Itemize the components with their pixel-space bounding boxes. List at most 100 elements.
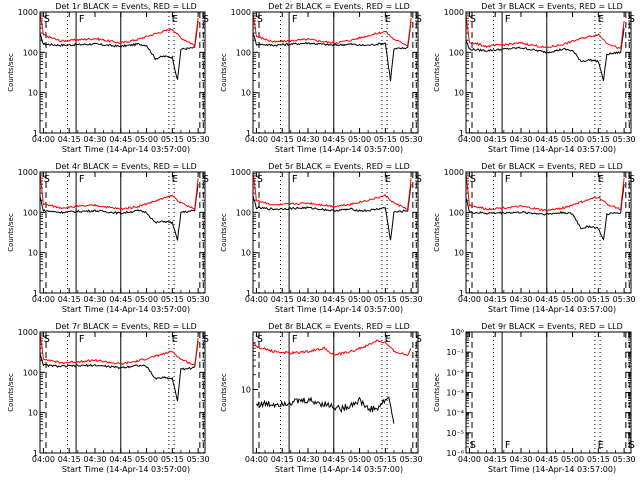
x-tick-label: 04:30 xyxy=(296,295,319,304)
y-axis-label: Counts/sec xyxy=(433,53,441,92)
panel-svg: Det 5r BLACK = Events, RED = LLD Counts/s… xyxy=(220,162,423,314)
y-tick-label: 1000 xyxy=(18,328,38,337)
x-tick-label: 05:15 xyxy=(587,135,610,144)
events-series-line xyxy=(39,20,199,80)
plot-frame xyxy=(252,171,419,294)
y-tick-label: 1 xyxy=(246,129,251,138)
plot-frame xyxy=(252,11,419,134)
y-tick-label: 10 xyxy=(28,409,38,418)
x-tick-label: 05:30 xyxy=(400,295,423,304)
event-marker-label: E xyxy=(172,174,178,185)
events-series-line xyxy=(465,28,625,81)
x-tick-label: 04:30 xyxy=(83,295,106,304)
y-tick-label: 100 xyxy=(23,208,38,217)
x-tick-label: 04:30 xyxy=(509,455,532,464)
y-tick-label: 1000 xyxy=(231,168,251,177)
event-marker-label: E xyxy=(385,174,391,185)
x-axis-label: Start Time (14-Apr-14 03:57:00) xyxy=(488,145,616,154)
event-marker-label: F xyxy=(79,334,85,345)
detector-panel-4: Det 4r BLACK = Events, RED = LLD Counts/s… xyxy=(0,160,213,320)
panel-title: Det 2r BLACK = Events, RED = LLD xyxy=(268,2,410,11)
x-tick-label: 05:00 xyxy=(561,455,584,464)
y-tick-label: 10⁻⁶ xyxy=(446,449,464,458)
event-marker-label: S xyxy=(257,334,263,345)
detector-panel-7: Det 7r BLACK = Events, RED = LLD Counts/s… xyxy=(0,320,213,480)
event-marker-label: S xyxy=(416,334,422,345)
x-tick-label: 04:15 xyxy=(484,455,507,464)
y-tick-label: 100 xyxy=(236,208,251,217)
x-tick-label: 04:15 xyxy=(58,135,81,144)
events-series-line xyxy=(39,340,199,402)
lld-series-line xyxy=(39,11,199,48)
x-axis-label: Start Time (14-Apr-14 03:57:00) xyxy=(275,145,403,154)
x-tick-label: 04:45 xyxy=(322,455,345,464)
event-marker-label: E xyxy=(598,14,604,25)
event-marker-label: E xyxy=(385,334,391,345)
x-tick-label: 05:15 xyxy=(161,455,184,464)
x-tick-label: 04:15 xyxy=(271,295,294,304)
x-tick-label: 05:30 xyxy=(400,135,423,144)
y-tick-label: 1000 xyxy=(18,168,38,177)
x-axis-label: Start Time (14-Apr-14 03:57:00) xyxy=(275,465,403,474)
panel-svg: Det 2r BLACK = Events, RED = LLD Counts/s… xyxy=(220,2,423,154)
plot-frame xyxy=(39,331,206,454)
events-series-line xyxy=(255,396,395,424)
x-axis-label: Start Time (14-Apr-14 03:57:00) xyxy=(488,465,616,474)
x-tick-label: 05:15 xyxy=(374,455,397,464)
x-tick-label: 04:15 xyxy=(271,135,294,144)
detector-panel-8: Det 8r BLACK = Events, RED = LLD Counts/s… xyxy=(213,320,426,480)
x-tick-label: 05:30 xyxy=(613,455,636,464)
y-tick-label: 10⁻² xyxy=(446,368,464,377)
x-tick-label: 05:30 xyxy=(400,455,423,464)
x-tick-label: 04:45 xyxy=(535,295,558,304)
events-series-line xyxy=(252,184,412,240)
x-tick-label: 05:00 xyxy=(561,295,584,304)
panel-svg: Det 3r BLACK = Events, RED = LLD Counts/s… xyxy=(433,2,636,154)
x-tick-label: 04:00 xyxy=(245,455,268,464)
x-tick-label: 05:00 xyxy=(135,455,158,464)
x-tick-label: 04:45 xyxy=(109,135,132,144)
event-marker-label: S xyxy=(470,14,476,25)
y-tick-label: 10 xyxy=(28,89,38,98)
x-tick-label: 05:15 xyxy=(161,295,184,304)
x-tick-label: 05:30 xyxy=(187,135,210,144)
x-tick-label: 04:00 xyxy=(32,295,55,304)
event-marker-label: S xyxy=(629,14,635,25)
x-tick-label: 04:15 xyxy=(484,295,507,304)
y-axis-label: Counts/sec xyxy=(433,373,441,412)
x-tick-label: 04:30 xyxy=(83,135,106,144)
x-tick-label: 05:00 xyxy=(348,295,371,304)
detector-panel-1: Det 1r BLACK = Events, RED = LLD Counts/s… xyxy=(0,0,213,160)
event-marker-label: F xyxy=(292,14,298,25)
x-tick-label: 04:15 xyxy=(58,295,81,304)
plot-frame xyxy=(39,171,206,294)
event-marker-label: S xyxy=(203,174,209,185)
y-tick-label: 1 xyxy=(33,129,38,138)
x-tick-label: 05:00 xyxy=(348,455,371,464)
event-marker-label: S xyxy=(629,440,635,451)
event-marker-label: S xyxy=(257,14,263,25)
x-tick-label: 04:00 xyxy=(458,135,481,144)
y-tick-label: 100 xyxy=(23,368,38,377)
panel-svg: Det 7r BLACK = Events, RED = LLD Counts/s… xyxy=(7,322,210,474)
event-marker-label: F xyxy=(505,14,511,25)
event-marker-label: F xyxy=(505,440,511,451)
x-axis-label: Start Time (14-Apr-14 03:57:00) xyxy=(62,145,190,154)
x-tick-label: 04:30 xyxy=(83,455,106,464)
x-tick-label: 05:15 xyxy=(161,135,184,144)
x-tick-label: 04:00 xyxy=(245,135,268,144)
events-series-line xyxy=(39,184,199,241)
y-tick-label: 10⁻¹ xyxy=(446,348,464,357)
x-tick-label: 04:45 xyxy=(535,135,558,144)
events-series-line xyxy=(465,184,625,242)
lld-series-line xyxy=(39,332,199,366)
panel-svg: Det 9r BLACK = Events, RED = LLD Counts/s… xyxy=(433,322,636,474)
event-marker-label: S xyxy=(203,334,209,345)
panel-svg: Det 4r BLACK = Events, RED = LLD Counts/s… xyxy=(7,162,210,314)
panel-title: Det 5r BLACK = Events, RED = LLD xyxy=(268,162,410,171)
x-axis-label: Start Time (14-Apr-14 03:57:00) xyxy=(488,305,616,314)
y-tick-label: 10 xyxy=(241,249,251,258)
y-tick-label: 10⁻³ xyxy=(446,389,464,398)
panel-title: Det 7r BLACK = Events, RED = LLD xyxy=(55,322,197,331)
x-tick-label: 04:45 xyxy=(109,295,132,304)
